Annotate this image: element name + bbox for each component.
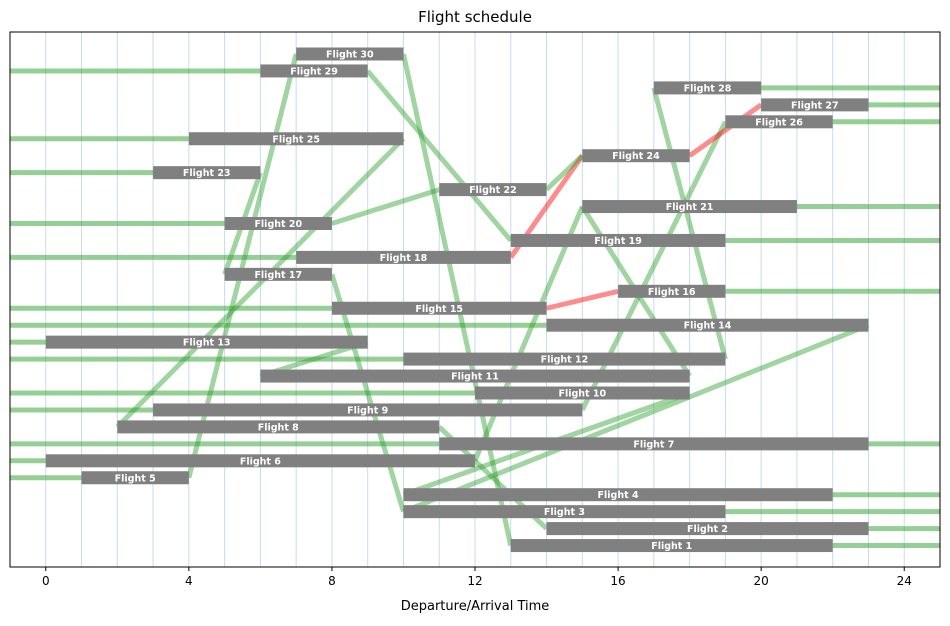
- x-tick-label-16: 16: [610, 574, 625, 588]
- connection-25-to-8: [115, 136, 406, 429]
- connection-6-to-21: [472, 205, 585, 462]
- flight-bar-30: [296, 47, 404, 61]
- flight-label-10: Flight 10: [558, 389, 606, 400]
- flight-bar-8: [117, 420, 440, 434]
- flight-bar-12: [403, 352, 726, 366]
- flight-label-28: Flight 28: [684, 83, 732, 94]
- flight-bar-6: [45, 454, 476, 468]
- flight-label-29: Flight 29: [290, 66, 338, 77]
- flight-bar-18: [296, 250, 511, 264]
- flight-bar-27: [761, 98, 869, 112]
- connection-14-to-3: [402, 322, 870, 514]
- flight-label-18: Flight 18: [380, 253, 428, 264]
- flight-label-22: Flight 22: [469, 185, 517, 196]
- flight-label-4: Flight 4: [598, 490, 639, 501]
- flight-label-24: Flight 24: [612, 151, 660, 162]
- flight-bar-15: [331, 301, 547, 315]
- flight-bar-21: [582, 200, 797, 214]
- grid-layer: [9, 32, 941, 567]
- flight-label-8: Flight 8: [258, 422, 299, 433]
- flight-bar-2: [546, 522, 869, 536]
- flight-label-26: Flight 26: [755, 117, 803, 128]
- flight-label-12: Flight 12: [541, 355, 589, 366]
- flight-bar-28: [653, 81, 762, 95]
- flight-label-11: Flight 11: [451, 372, 499, 383]
- flight-bar-22: [439, 183, 547, 197]
- flight-bar-19: [510, 233, 726, 247]
- flight-label-19: Flight 19: [594, 236, 642, 247]
- connection-24-to-27: [688, 102, 763, 158]
- flight-label-25: Flight 25: [272, 134, 320, 145]
- x-axis-label: Departure/Arrival Time: [401, 599, 550, 614]
- flight-bar-14: [546, 318, 869, 332]
- flight-bar-16: [618, 284, 726, 298]
- flight-bar-1: [510, 539, 833, 553]
- x-tick-label-4: 4: [185, 574, 193, 588]
- x-tick-label-20: 20: [754, 574, 769, 588]
- x-ticks-layer: 0 4 8 12 16 20 24: [42, 567, 912, 588]
- connection-22-to-24: [544, 153, 585, 192]
- flight-label-21: Flight 21: [666, 202, 714, 213]
- flight-label-9: Flight 9: [347, 405, 388, 416]
- flight-label-5: Flight 5: [115, 473, 156, 484]
- chart-title: Flight schedule: [418, 8, 532, 26]
- flight-bar-11: [260, 369, 690, 383]
- flight-bar-17: [224, 267, 332, 281]
- flight-label-14: Flight 14: [684, 321, 732, 332]
- flight-label-20: Flight 20: [254, 219, 302, 230]
- connection-15-to-16: [545, 288, 619, 311]
- flight-bar-26: [725, 115, 833, 129]
- x-tick-label-12: 12: [467, 574, 482, 588]
- flight-bar-5: [81, 471, 189, 485]
- flight-label-30: Flight 30: [326, 50, 374, 61]
- connection-20-to-22: [331, 187, 440, 226]
- flight-label-13: Flight 13: [183, 338, 231, 349]
- flight-label-15: Flight 15: [415, 304, 463, 315]
- flight-bar-25: [188, 132, 404, 146]
- flight-bar-23: [153, 166, 261, 180]
- flight-bar-7: [439, 437, 869, 451]
- flight-label-6: Flight 6: [240, 456, 281, 467]
- flight-bar-10: [475, 386, 690, 400]
- flight-label-23: Flight 23: [183, 168, 231, 179]
- x-tick-label-8: 8: [328, 574, 336, 588]
- connection-12-to-28: [651, 87, 728, 360]
- flight-bar-29: [260, 64, 368, 78]
- flight-label-27: Flight 27: [791, 100, 839, 111]
- flight-bar-24: [582, 149, 690, 163]
- flight-label-16: Flight 16: [648, 287, 696, 298]
- flight-label-7: Flight 7: [633, 439, 674, 450]
- flight-bar-9: [153, 403, 583, 417]
- flight-bar-3: [403, 505, 726, 519]
- flight-label-1: Flight 1: [651, 541, 692, 552]
- x-tick-label-24: 24: [897, 574, 912, 588]
- connection-29-to-19: [365, 69, 513, 243]
- flight-label-17: Flight 17: [254, 270, 302, 281]
- flight-label-3: Flight 3: [544, 507, 585, 518]
- flight-bars-layer: Flight 1 Flight 2 Flight 3 Flight 4 Flight 5…: [45, 47, 869, 553]
- flight-bar-13: [45, 335, 368, 349]
- connection-30-to-1: [401, 53, 514, 547]
- flight-bar-20: [224, 217, 332, 230]
- flight-bar-4: [403, 488, 833, 502]
- flight-label-2: Flight 2: [687, 524, 728, 535]
- x-tick-label-0: 0: [42, 574, 50, 588]
